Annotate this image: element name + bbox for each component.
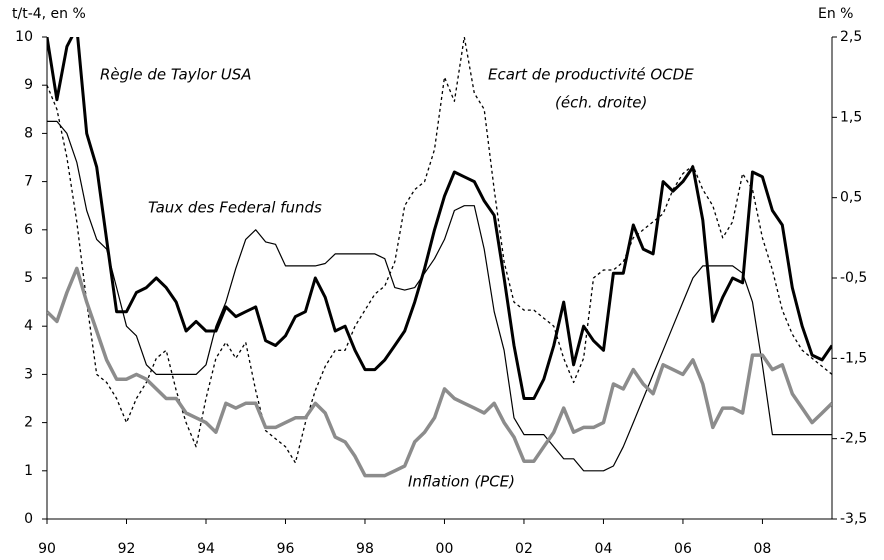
y2-tick-label: -1,5 <box>840 350 867 366</box>
plot-area <box>47 37 832 478</box>
y2-tick-label: 1,5 <box>840 109 862 125</box>
y-tick-label: 1 <box>24 463 33 479</box>
x-tick-label: 94 <box>197 541 215 557</box>
y-tick-label: 7 <box>24 174 33 190</box>
y-tick-label: 5 <box>24 270 33 286</box>
series-label: Ecart de productivité OCDE <box>488 66 694 84</box>
series-line <box>47 37 832 400</box>
y2-axis-unit: En % <box>818 6 853 22</box>
y-tick-label: 2 <box>24 415 33 431</box>
y-tick-label: 10 <box>15 29 33 45</box>
y-tick-label: 6 <box>24 222 33 238</box>
x-tick-label: 90 <box>38 541 56 557</box>
series-label: Inflation (PCE) <box>408 473 515 491</box>
annotation: (éch. droite) <box>555 94 647 112</box>
y-tick-label: 8 <box>24 125 33 141</box>
y-tick-label: 4 <box>24 318 33 334</box>
y2-tick-label: 2,5 <box>840 29 862 45</box>
x-tick-label: 06 <box>674 541 692 557</box>
series-label: Taux des Federal funds <box>148 199 322 217</box>
y2-tick-label: -3,5 <box>840 511 867 527</box>
y-tick-label: 3 <box>24 366 33 382</box>
y-tick-label: 9 <box>24 77 33 93</box>
y2-tick-label: -0,5 <box>840 270 867 286</box>
series-line <box>47 37 832 464</box>
x-tick-label: 92 <box>118 541 136 557</box>
x-tick-label: 98 <box>356 541 374 557</box>
x-tick-label: 96 <box>277 541 295 557</box>
series-line <box>47 266 832 478</box>
x-tick-label: 00 <box>436 541 454 557</box>
y2-tick-label: -2,5 <box>840 431 867 447</box>
series-line <box>47 120 832 472</box>
series-label: Règle de Taylor USA <box>100 66 252 84</box>
x-tick-label: 04 <box>595 541 613 557</box>
y-axis-unit: t/t-4, en % <box>12 6 86 22</box>
x-tick-label: 08 <box>754 541 772 557</box>
x-tick-label: 02 <box>515 541 533 557</box>
y2-tick-label: 0,5 <box>840 190 862 206</box>
y-tick-label: 0 <box>24 511 33 527</box>
